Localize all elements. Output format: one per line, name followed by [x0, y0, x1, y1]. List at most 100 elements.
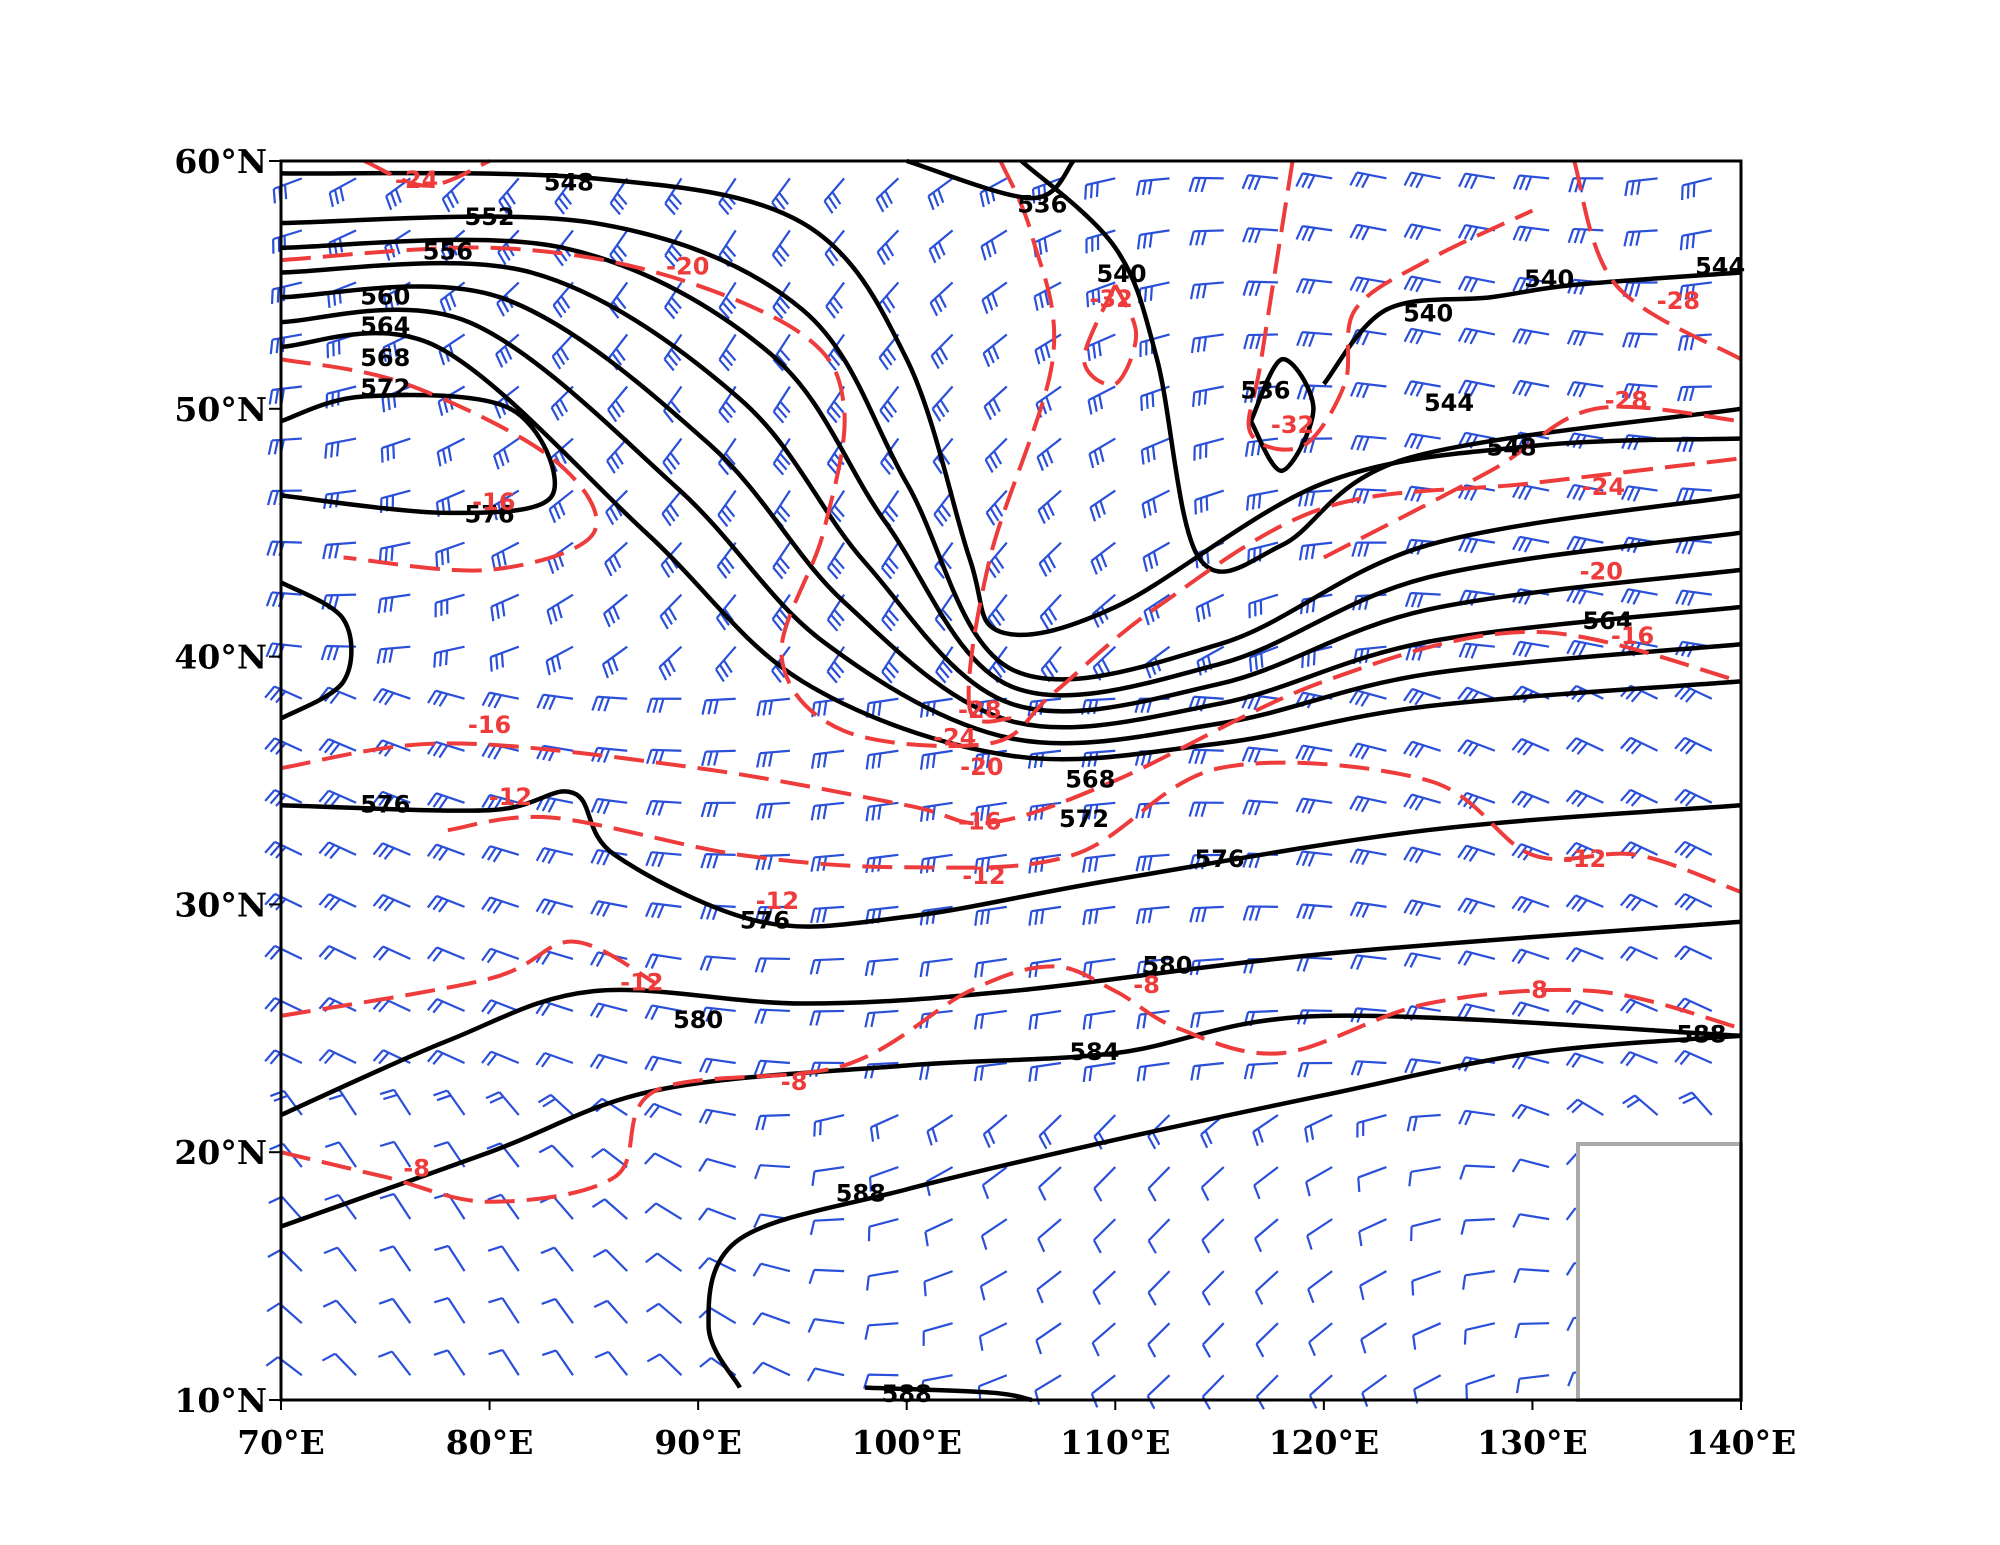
temperature-label: -12	[620, 969, 663, 997]
wind-barb	[1403, 687, 1442, 706]
wind-barb	[606, 437, 629, 474]
wind-barb	[426, 894, 465, 913]
wind-barb	[1565, 737, 1604, 755]
wind-barb	[823, 177, 845, 214]
wind-barb	[324, 1141, 357, 1168]
wind-barb	[1457, 1003, 1496, 1019]
wind-barb	[1254, 1218, 1279, 1253]
wind-barb	[372, 945, 411, 961]
wind-barb	[1248, 645, 1279, 673]
height-label: 572	[360, 374, 410, 402]
wind-barb	[481, 845, 520, 863]
wind-barb	[824, 229, 846, 267]
wind-barb	[1403, 740, 1441, 759]
height-contour	[706, 1033, 1742, 1389]
wind-barb	[1349, 742, 1387, 760]
inset-map	[1576, 1142, 1743, 1402]
height-label: 544	[1695, 253, 1745, 281]
wind-barb	[318, 738, 357, 756]
wind-barb	[264, 1049, 303, 1065]
wind-barb	[380, 437, 411, 463]
wind-barb	[1515, 1374, 1550, 1394]
wind-barb	[869, 1114, 899, 1142]
temperature-label: -12	[756, 887, 799, 915]
wind-barb	[1406, 1113, 1441, 1132]
wind-barb	[496, 281, 520, 317]
wind-barb	[1511, 843, 1550, 861]
wind-barb	[481, 947, 520, 964]
wind-barb	[1568, 177, 1604, 193]
wind-barb	[439, 281, 466, 315]
wind-barb	[927, 177, 954, 211]
wind-barb	[433, 1296, 466, 1324]
wind-barb	[1245, 489, 1279, 511]
wind-barb	[1092, 1218, 1117, 1254]
wind-barb	[644, 1004, 682, 1021]
wind-barb	[490, 593, 520, 622]
wind-barb	[1241, 693, 1279, 711]
height-label: 568	[1065, 766, 1115, 794]
wind-barb	[754, 1008, 790, 1025]
wind-barb	[1135, 177, 1170, 196]
y-tick-label: 10°N	[174, 1381, 267, 1420]
wind-barb	[1201, 1322, 1225, 1358]
wind-barb	[1404, 1058, 1441, 1074]
wind-barb	[1141, 489, 1170, 519]
wind-barb	[698, 1157, 736, 1172]
wind-barb	[643, 1102, 682, 1119]
wind-barb	[1190, 1061, 1224, 1081]
wind-barb	[376, 645, 411, 664]
wind-barb	[1254, 1270, 1279, 1305]
wind-barb	[379, 1088, 412, 1116]
wind-barb	[377, 593, 411, 614]
wind-barb	[982, 333, 1008, 368]
wind-barb	[590, 900, 628, 917]
wind-barb	[864, 1009, 899, 1028]
wind-barb	[487, 1193, 520, 1220]
wind-barb	[318, 1048, 357, 1065]
wind-barb	[372, 842, 411, 860]
wind-barb	[881, 646, 900, 684]
x-tick-label: 100°E	[851, 1423, 962, 1462]
wind-barb	[318, 789, 357, 808]
wind-barb	[699, 1006, 736, 1023]
wind-barb	[1188, 853, 1224, 870]
wind-barb	[1350, 1060, 1387, 1076]
wind-barb	[1460, 1218, 1495, 1235]
wind-barb	[1135, 853, 1170, 872]
wind-barb	[1412, 1322, 1442, 1350]
wind-barb	[1147, 1218, 1171, 1254]
wind-barb	[1140, 385, 1170, 411]
wind-barb	[264, 944, 303, 961]
wind-barb	[264, 997, 303, 1013]
temperature-label: -16	[1611, 622, 1654, 650]
wind-barb	[664, 177, 683, 216]
temperature-label: -12	[1563, 845, 1606, 873]
wind-barb	[825, 281, 846, 319]
wind-barb	[879, 385, 900, 423]
wind-barb	[865, 697, 899, 718]
height-contour	[1019, 159, 1742, 574]
wind-barb	[1679, 229, 1712, 251]
wind-barb	[264, 737, 303, 755]
wind-barb	[318, 841, 357, 860]
wind-barb	[753, 1059, 790, 1076]
wind-barb	[1081, 697, 1116, 715]
wind-barb	[1295, 744, 1333, 762]
wind-barb	[1349, 848, 1387, 866]
wind-barb	[1512, 379, 1550, 397]
temperature-label: -8	[403, 1155, 430, 1183]
wind-barb	[1566, 483, 1604, 501]
wind-barb	[1512, 328, 1550, 345]
wind-barb	[1189, 281, 1224, 300]
wind-barb	[1410, 1218, 1441, 1242]
wind-barb	[602, 593, 628, 628]
height-contour	[280, 919, 1742, 1118]
wind-barb	[1624, 177, 1658, 197]
wind-barb	[1243, 333, 1278, 350]
wind-barb	[1243, 1061, 1279, 1080]
wind-barb	[716, 541, 737, 579]
wind-barb	[1201, 1270, 1225, 1306]
wind-barb	[1619, 945, 1659, 962]
wind-barb	[1619, 998, 1658, 1014]
